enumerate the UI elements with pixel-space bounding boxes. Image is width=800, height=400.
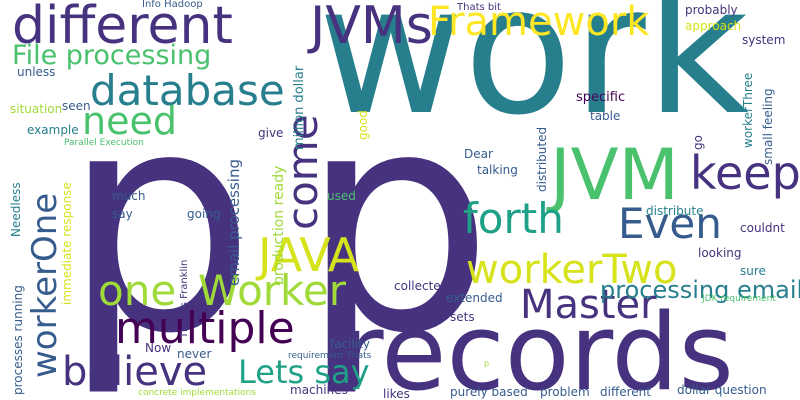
word-say: say xyxy=(112,207,133,221)
word-forth: forth xyxy=(463,194,564,243)
word-machines: machines xyxy=(290,383,348,397)
word-example: example xyxy=(27,123,79,137)
word-thats-bit: Thats bit xyxy=(457,2,501,13)
word-one: one xyxy=(98,266,177,315)
word-master: Master xyxy=(520,282,657,328)
word-java: JAVA xyxy=(258,228,360,282)
word-different-top: different xyxy=(12,0,233,56)
word-much: much xyxy=(112,189,146,203)
word-keep: keep xyxy=(690,146,800,200)
word-million-dollar: million dollar xyxy=(292,65,307,150)
word-worker-two: workerTwo xyxy=(466,247,678,293)
word-work: work xyxy=(318,0,749,154)
word-production-ready: production ready xyxy=(271,165,287,285)
word-never: never xyxy=(177,347,212,361)
word-now: Now xyxy=(145,341,172,355)
word-small-feeling: small feeling xyxy=(761,88,775,165)
word-different-bottom: different xyxy=(600,385,651,399)
word-p-big-right: p xyxy=(300,45,494,400)
word-collected: collected xyxy=(394,279,449,293)
word-system: system xyxy=(742,33,786,47)
word-file-processing: File processing xyxy=(12,40,212,71)
word-requirement-thats: requirement Thats xyxy=(288,351,372,361)
word-looking: looking xyxy=(698,246,742,260)
word-going: going xyxy=(187,207,221,221)
word-believe: believe xyxy=(62,349,208,395)
word-email-processing: email processing xyxy=(225,159,243,286)
word-thanks-franklin: Thanks Franklin xyxy=(179,259,190,338)
word-purely-based: purely based xyxy=(450,385,528,399)
word-p-big-left: p xyxy=(62,45,256,400)
word-even: Even xyxy=(618,199,722,248)
word-facility: facility xyxy=(330,337,370,351)
word-distribute: distribute xyxy=(646,204,704,218)
word-records: records xyxy=(340,291,734,400)
word-sure: sure xyxy=(740,264,766,278)
word-need: need xyxy=(82,99,177,143)
word-table: table xyxy=(590,109,621,123)
word-worker-one: workerOne xyxy=(25,192,65,378)
word-jvm: JVM xyxy=(550,134,679,216)
word-situation: situation xyxy=(10,102,63,116)
word-unless: unless xyxy=(17,65,56,79)
word-jvms: JVMs xyxy=(310,0,433,56)
word-couldnt: couldnt xyxy=(740,221,785,235)
word-probably: probably xyxy=(685,3,738,17)
word-parallel-execution: Parallel Execution xyxy=(64,138,144,148)
word-extended: extended xyxy=(446,291,503,305)
word-needless: Needless xyxy=(9,182,23,237)
word-p-small: p xyxy=(484,359,490,368)
word-worker-three: workerThree xyxy=(741,72,755,148)
word-used: used xyxy=(327,189,356,203)
word-dollar-question: dollar question xyxy=(677,383,767,397)
word-good: good xyxy=(356,110,370,140)
word-processing-email: processing email xyxy=(600,276,800,304)
word-database: database xyxy=(90,66,285,115)
word-problem: problem xyxy=(540,385,590,399)
word-specific: specific xyxy=(576,90,626,105)
word-immediate-response: immediate response xyxy=(60,182,74,305)
word-processes-running: processes running xyxy=(11,285,25,395)
word-seen: seen xyxy=(62,99,91,113)
word-approach: approach xyxy=(685,19,742,33)
word-talking: talking xyxy=(477,163,518,177)
word-dear: Dear xyxy=(464,147,493,161)
word-info-hadoop: Info Hadoop xyxy=(142,0,203,10)
word-worker: Worker xyxy=(198,266,346,315)
word-likes: likes xyxy=(383,387,410,400)
word-framework: Framework xyxy=(428,0,650,45)
word-lets-say: Lets say xyxy=(238,353,370,391)
word-multiple: multiple xyxy=(115,303,295,354)
word-give: give xyxy=(258,126,284,140)
word-sets: sets xyxy=(450,310,475,324)
word-concrete-implementations: concrete implementations xyxy=(138,388,257,398)
word-jdk-requirement: JDK requirement xyxy=(702,294,776,304)
word-distributed: distributed xyxy=(535,126,549,192)
word-go: go xyxy=(691,135,705,150)
